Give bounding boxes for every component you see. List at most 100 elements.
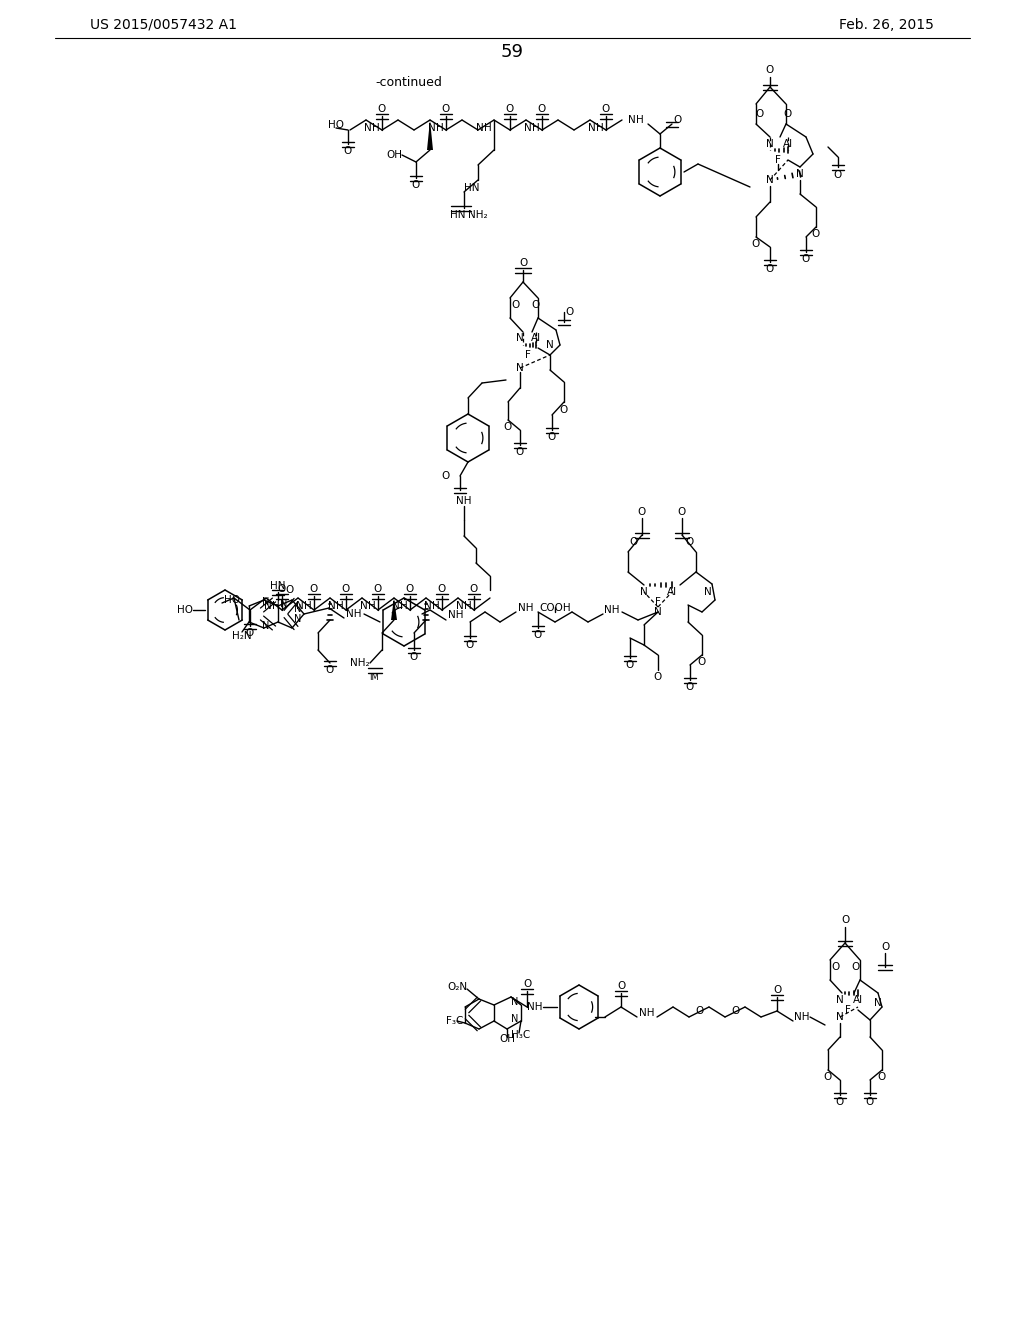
Text: O: O: [438, 583, 446, 594]
Text: HO: HO: [224, 595, 240, 605]
Text: N: N: [262, 620, 269, 631]
Text: H: H: [272, 601, 280, 611]
Text: NH₂: NH₂: [468, 210, 487, 220]
Text: O: O: [878, 1072, 886, 1082]
Text: O: O: [466, 640, 474, 649]
Text: NH₂: NH₂: [350, 657, 370, 668]
Text: Al: Al: [530, 333, 541, 343]
Text: H: H: [596, 123, 604, 133]
Text: O: O: [773, 985, 781, 995]
Text: O: O: [566, 308, 574, 317]
Text: N: N: [456, 601, 464, 611]
Text: N: N: [424, 601, 432, 611]
Text: O: O: [784, 110, 793, 119]
Text: O: O: [442, 471, 451, 480]
Text: N: N: [264, 601, 272, 611]
Text: NH: NH: [795, 1012, 810, 1022]
Text: N: N: [516, 333, 524, 343]
Text: O: O: [504, 422, 512, 432]
Text: O: O: [406, 583, 414, 594]
Text: 59: 59: [501, 44, 523, 61]
Text: Al: Al: [783, 139, 793, 149]
Text: OH: OH: [499, 1034, 515, 1044]
Text: H: H: [432, 601, 440, 611]
Text: O: O: [686, 682, 694, 692]
Text: N: N: [837, 995, 844, 1005]
Text: O: O: [531, 300, 540, 310]
Text: H: H: [484, 123, 492, 133]
Text: NH: NH: [457, 496, 472, 506]
Text: N: N: [874, 998, 882, 1008]
Text: N: N: [796, 169, 804, 180]
Text: N: N: [837, 1012, 844, 1022]
Text: HN: HN: [451, 210, 466, 220]
Text: US 2015/0057432 A1: US 2015/0057432 A1: [90, 18, 237, 32]
Text: O: O: [342, 583, 350, 594]
Text: O: O: [802, 253, 810, 264]
Text: -continued: -continued: [375, 75, 442, 88]
Text: O: O: [560, 405, 568, 414]
Text: O: O: [534, 630, 542, 640]
Text: O: O: [616, 981, 625, 991]
Text: HN: HN: [464, 183, 480, 193]
Text: N: N: [262, 597, 269, 607]
Text: N: N: [654, 607, 662, 616]
Text: O: O: [752, 239, 760, 249]
Text: H₂N: H₂N: [232, 631, 252, 642]
Text: O: O: [548, 432, 556, 442]
Text: F: F: [655, 597, 660, 607]
Text: N: N: [705, 587, 712, 597]
Text: O: O: [519, 257, 527, 268]
Text: O₂N: O₂N: [446, 982, 467, 993]
Text: O: O: [852, 962, 860, 972]
Text: NH: NH: [639, 1008, 654, 1018]
Text: H₃C: H₃C: [511, 1030, 530, 1040]
Text: N: N: [766, 176, 774, 185]
Text: O: O: [516, 447, 524, 457]
Text: O: O: [695, 1006, 703, 1016]
Text: O: O: [638, 507, 646, 517]
Text: H: H: [336, 601, 344, 611]
Text: O: O: [812, 228, 820, 239]
Text: NH: NH: [604, 605, 620, 615]
Text: O: O: [686, 537, 694, 546]
Text: HN: HN: [270, 581, 286, 591]
Text: NH: NH: [527, 1002, 543, 1012]
Text: N: N: [365, 123, 372, 133]
Text: O: O: [756, 110, 764, 119]
Text: O: O: [630, 537, 638, 546]
Text: H: H: [532, 123, 540, 133]
Text: O: O: [412, 180, 420, 190]
Text: H: H: [368, 601, 376, 611]
Text: F: F: [775, 154, 781, 165]
Text: NH: NH: [449, 610, 464, 620]
Text: N: N: [281, 599, 288, 609]
Text: F: F: [845, 1005, 851, 1015]
Text: Feb. 26, 2015: Feb. 26, 2015: [839, 18, 934, 32]
Text: HO: HO: [328, 120, 344, 129]
Text: O: O: [310, 583, 318, 594]
Text: O: O: [824, 1072, 833, 1082]
Text: N: N: [360, 601, 368, 611]
Text: O: O: [602, 104, 610, 114]
Text: OH: OH: [386, 150, 402, 160]
Text: N: N: [546, 341, 554, 350]
Text: N: N: [294, 605, 302, 614]
Text: H: H: [464, 601, 472, 611]
Text: O: O: [538, 104, 546, 114]
Text: N: N: [628, 115, 636, 125]
Text: N: N: [294, 614, 302, 624]
Text: O: O: [766, 264, 774, 275]
Text: HO: HO: [177, 605, 193, 615]
Text: NH: NH: [518, 603, 534, 612]
Text: H: H: [636, 115, 644, 125]
Text: O: O: [344, 147, 352, 156]
Text: IM: IM: [369, 672, 379, 681]
Text: O: O: [378, 104, 386, 114]
Text: N: N: [328, 601, 336, 611]
Text: H: H: [372, 123, 380, 133]
Text: N: N: [588, 123, 596, 133]
Text: O: O: [834, 170, 842, 180]
Text: N: N: [511, 997, 519, 1007]
Text: O: O: [881, 942, 889, 952]
